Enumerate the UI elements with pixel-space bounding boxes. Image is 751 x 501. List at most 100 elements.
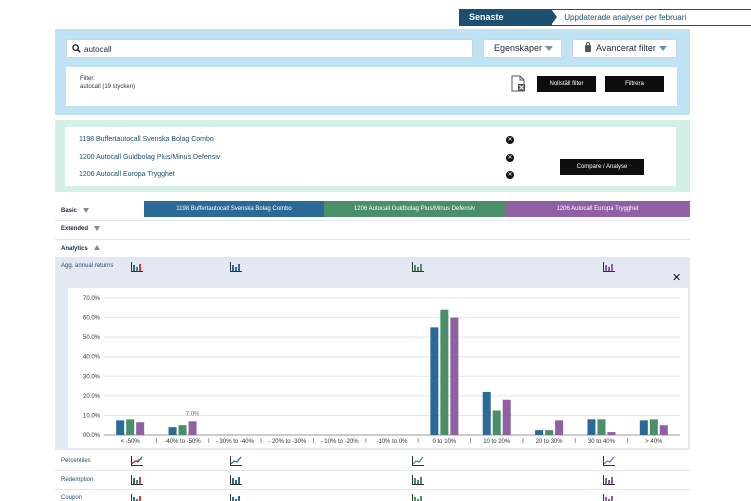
- advanced-filter-dropdown[interactable]: Avancerat filter: [572, 39, 677, 58]
- bar-chart-icon[interactable]: [412, 475, 424, 485]
- remove-icon[interactable]: ✕: [506, 136, 514, 144]
- column-header-product-3[interactable]: 1206 Autocall Europa Trygghet: [505, 201, 690, 217]
- x-category-label: - 20% to -30%: [268, 439, 307, 445]
- y-tick-label: 20.0%: [83, 394, 101, 400]
- close-chart-icon[interactable]: ✕: [672, 272, 682, 284]
- bar: [502, 399, 511, 435]
- section-extended-toggle[interactable]: Extended: [61, 226, 101, 232]
- bar: [492, 410, 501, 435]
- bar: [168, 427, 177, 435]
- apply-filter-button[interactable]: Filtrera: [605, 76, 664, 92]
- section-analytics-toggle[interactable]: Analytics: [61, 245, 100, 252]
- divider: [55, 470, 690, 471]
- bar-chart-icon[interactable]: [412, 494, 424, 501]
- bar-chart-icon[interactable]: [603, 475, 615, 485]
- properties-dropdown-label: Egenskaper: [494, 43, 543, 53]
- line-chart-icon[interactable]: [603, 456, 615, 466]
- bar: [659, 425, 668, 435]
- y-tick-label: 30.0%: [83, 374, 101, 380]
- agg-returns-chart: 00.0% 10.0% 20.0% 30.0% 40.0% 50.0% 60.0% 70.0%…: [68, 288, 688, 448]
- bar-chart-icon[interactable]: [230, 475, 242, 485]
- compare-item[interactable]: 1206 Autocall Europa Trygghet: [79, 171, 175, 178]
- bar-chart-icon[interactable]: [131, 494, 143, 501]
- y-tick-label: 70.0%: [83, 296, 101, 302]
- properties-dropdown[interactable]: Egenskaper: [483, 39, 562, 58]
- bar: [535, 430, 544, 435]
- section-basic-toggle[interactable]: Basic: [61, 208, 90, 214]
- bar: [188, 421, 197, 435]
- bar: [587, 419, 596, 435]
- chevron-down-icon: [83, 208, 90, 213]
- bar: [639, 420, 648, 435]
- compare-panel: 1198 Buffertautocall Svenska Bolag Combo…: [55, 120, 690, 192]
- bar: [649, 419, 658, 435]
- chevron-down-icon: [94, 226, 101, 231]
- search-icon: [72, 44, 81, 53]
- divider: [55, 489, 690, 490]
- agg-returns-label: Agg. annual returns: [61, 263, 114, 269]
- bar-chart-icon[interactable]: [230, 494, 242, 501]
- line-chart-icon[interactable]: [230, 456, 242, 466]
- x-category-label: > 40%: [645, 439, 663, 445]
- y-tick-label: 40.0%: [83, 355, 101, 361]
- section-basic-label: Basic: [61, 208, 78, 214]
- section-analytics-label: Analytics: [61, 246, 88, 252]
- bar: [136, 422, 145, 435]
- bar-chart-icon[interactable]: [230, 262, 242, 272]
- chevron-down-icon: [658, 46, 667, 52]
- y-tick-label: 50.0%: [83, 335, 101, 341]
- export-file-icon[interactable]: [511, 75, 526, 92]
- divider: [55, 239, 690, 240]
- bar: [440, 309, 449, 435]
- chevron-down-icon: [545, 46, 554, 52]
- remove-icon[interactable]: ✕: [506, 154, 514, 162]
- lock-icon: [585, 42, 591, 52]
- section-extended-label: Extended: [61, 226, 89, 232]
- bar-chart-icon[interactable]: [131, 262, 143, 272]
- analytics-row-redemption: Redemption: [61, 477, 94, 483]
- bar: [430, 327, 439, 435]
- reset-filter-button[interactable]: Nollställ filter: [537, 76, 596, 92]
- y-tick-label: 10.0%: [83, 413, 101, 419]
- bar: [178, 425, 187, 435]
- bar: [126, 419, 135, 435]
- bar-chart-icon[interactable]: [603, 262, 615, 272]
- x-category-label: 10 to 20%: [483, 439, 511, 445]
- remove-icon[interactable]: ✕: [506, 171, 514, 179]
- bar-tooltip-label: 7.0%: [186, 411, 200, 417]
- search-box[interactable]: [66, 39, 473, 58]
- news-headline-link[interactable]: Uppdaterade analyser per februari: [551, 9, 751, 26]
- bar: [450, 317, 459, 435]
- search-input[interactable]: [84, 42, 464, 56]
- news-tag: Senaste toppnyhet: [459, 9, 558, 39]
- x-category-label: 20 to 30%: [536, 439, 564, 445]
- bar-chart-icon[interactable]: [131, 475, 143, 485]
- y-tick-label: 00.0%: [83, 433, 101, 439]
- compare-item[interactable]: 1198 Buffertautocall Svenska Bolag Combo: [79, 136, 214, 143]
- x-category-label: -10% to 0%: [376, 439, 408, 445]
- line-chart-icon[interactable]: [412, 456, 424, 466]
- filter-value: autocall (19 stycken): [80, 84, 136, 90]
- x-category-label: - 10% to -20%: [321, 439, 360, 445]
- chevron-up-icon: [93, 245, 100, 250]
- news-ticker[interactable]: Senaste toppnyhet Uppdaterade analyser p…: [459, 9, 751, 39]
- bar-chart-icon[interactable]: [412, 262, 424, 272]
- bar: [545, 430, 554, 435]
- filter-label: Filter:: [80, 76, 95, 82]
- compare-item[interactable]: 1200 Autocall Guldbolag Plus/Minus Defen…: [79, 154, 221, 161]
- bar-chart-icon[interactable]: [603, 494, 615, 501]
- x-category-label: 0 to 10%: [433, 439, 457, 445]
- divider: [55, 220, 690, 221]
- bar: [116, 420, 125, 435]
- bar: [597, 419, 606, 435]
- bar: [607, 432, 616, 435]
- line-chart-icon[interactable]: [131, 456, 143, 466]
- filter-summary: Filter: autocall (19 stycken) Nollställ …: [66, 67, 677, 106]
- x-category-label: - 30% to -40%: [216, 439, 255, 445]
- column-header-product-1[interactable]: 1198 Buffertautocall Svenska Bolag Combo: [144, 201, 324, 217]
- compare-analyse-button[interactable]: Compare / Analyse: [560, 159, 644, 175]
- y-tick-label: 60.0%: [83, 316, 101, 322]
- chart-svg: 00.0% 10.0% 20.0% 30.0% 40.0% 50.0% 60.0% 70.0%…: [83, 296, 680, 445]
- analytics-row-coupon: Coupon: [61, 495, 83, 501]
- column-header-product-2[interactable]: 1206 Autocall Guldbolag Plus/Minus Defen…: [324, 201, 505, 217]
